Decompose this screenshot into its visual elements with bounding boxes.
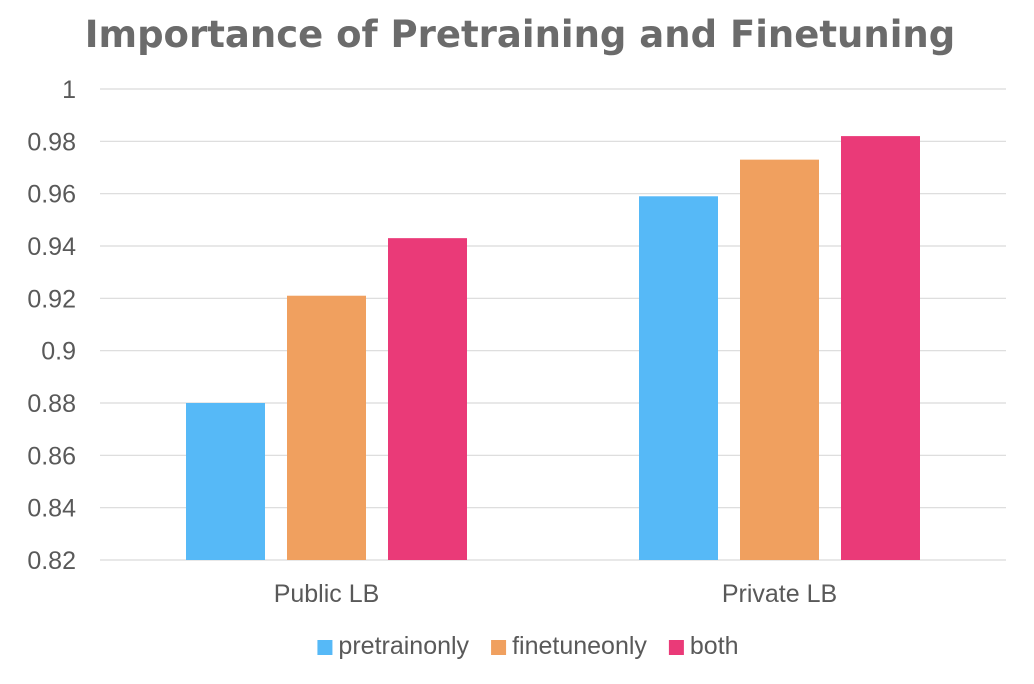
y-tick-label: 0.98 <box>27 128 76 156</box>
legend-item-both: both <box>668 632 739 660</box>
legend-label: pretrainonly <box>338 632 469 660</box>
legend-label: finetuneonly <box>512 632 647 660</box>
y-axis-tick-labels: 0.82 0.84 0.86 0.88 0.9 0.92 0.94 0.96 0.98 1 <box>27 76 76 575</box>
y-tick-label: 0.92 <box>27 285 76 313</box>
bar-both-public-lb <box>388 238 467 560</box>
y-tick-label: 0.9 <box>41 338 76 366</box>
bars <box>186 136 920 561</box>
y-tick-label: 0.84 <box>27 495 76 523</box>
y-tick-label: 0.88 <box>27 390 76 418</box>
bar-both-private-lb <box>841 136 920 560</box>
chart-title: Importance of Pretraining and Finetuning <box>85 13 956 56</box>
x-axis-category-labels: Public LB Private LB <box>274 580 837 608</box>
y-tick-label: 1 <box>62 76 76 104</box>
x-category-label: Private LB <box>722 580 837 608</box>
legend-swatch <box>668 640 684 655</box>
y-tick-label: 0.96 <box>27 181 76 209</box>
bar-pretrainonly-private-lb <box>639 196 718 561</box>
bar-pretrainonly-public-lb <box>186 403 265 560</box>
bar-finetuneonly-private-lb <box>740 159 819 560</box>
x-category-label: Public LB <box>274 580 380 608</box>
bar-finetuneonly-public-lb <box>287 295 366 560</box>
legend-item-finetuneonly: finetuneonly <box>491 632 647 660</box>
legend: pretrainonly finetuneonly both <box>317 632 739 660</box>
y-tick-label: 0.94 <box>27 233 76 261</box>
legend-label: both <box>690 632 739 660</box>
y-tick-label: 0.86 <box>27 442 76 470</box>
legend-swatch <box>317 640 333 655</box>
legend-swatch <box>491 640 507 655</box>
y-tick-label: 0.82 <box>27 547 76 575</box>
legend-item-pretrainonly: pretrainonly <box>317 632 470 660</box>
